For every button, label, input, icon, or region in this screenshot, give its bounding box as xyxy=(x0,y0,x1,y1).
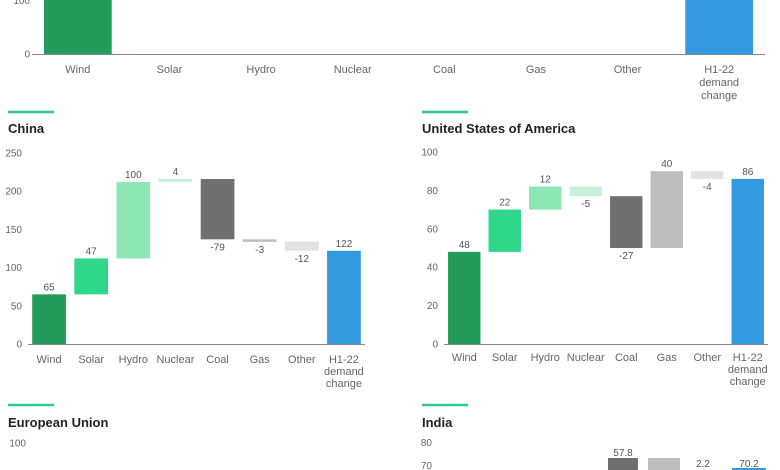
x-tick-label: change xyxy=(730,376,766,388)
bar-gas xyxy=(242,239,277,242)
bar-h1-22-demand-change xyxy=(327,250,361,344)
x-tick-label: H1-22 xyxy=(733,352,763,364)
y-tick-label: 50 xyxy=(11,301,23,312)
data-label-wind: 48 xyxy=(459,240,471,251)
data-label-nuclear: -5 xyxy=(581,199,590,210)
data-label: 70.2 xyxy=(739,459,759,470)
x-tick-label: Coal xyxy=(433,64,456,76)
data-label-hydro: 100 xyxy=(125,170,142,181)
y-tick-label: 80 xyxy=(421,438,433,449)
data-label-nuclear: 4 xyxy=(173,167,179,178)
x-tick-label: Solar xyxy=(78,354,104,366)
data-label-solar: 47 xyxy=(86,246,98,257)
data-label-h1-22-demand-change: 86 xyxy=(742,167,754,178)
x-tick-label: Nuclear xyxy=(334,64,372,76)
y-tick-label: 80 xyxy=(427,186,439,197)
x-tick-label: Gas xyxy=(657,352,678,364)
chart-title: European Union xyxy=(8,415,108,430)
data-label-gas: 40 xyxy=(661,159,673,170)
x-tick-label: Hydro xyxy=(531,352,560,364)
bar-h1-22-demand-change xyxy=(731,178,764,344)
y-tick-label: 200 xyxy=(5,187,22,198)
chart-china: China 0 50 100 150 200 250 65 Wind 47 Solar 100 Hydr… xyxy=(5,110,365,390)
bar-coal xyxy=(608,458,638,470)
data-label-solar: 22 xyxy=(499,198,511,209)
y-tick-label: 100 xyxy=(9,439,26,450)
data-label-hydro: 12 xyxy=(540,175,552,186)
data-label-wind: 65 xyxy=(44,282,56,293)
y-tick-label: 70 xyxy=(421,461,433,470)
x-tick-label: Wind xyxy=(452,352,477,364)
x-tick-label: Other xyxy=(614,64,642,76)
y-tick-label: 0 xyxy=(432,340,438,351)
x-tick-label: Wind xyxy=(65,64,90,76)
bar-h1-22-demand-change xyxy=(685,0,754,54)
chart-title: United States of America xyxy=(422,121,576,136)
x-tick-label: Gas xyxy=(250,354,271,366)
x-tick-label: H1-22 xyxy=(704,64,734,76)
x-tick-label: demand xyxy=(728,364,768,376)
x-tick-label: Nuclear xyxy=(156,354,194,366)
y-tick-label: 100 xyxy=(421,148,438,159)
x-tick-label: Gas xyxy=(526,64,547,76)
data-label: 57.8 xyxy=(613,448,633,459)
y-tick-label: 20 xyxy=(427,301,439,312)
x-tick-label: Solar xyxy=(157,64,183,76)
bar-h1-22-demand-change xyxy=(732,468,766,470)
x-tick-label: Nuclear xyxy=(567,352,605,364)
x-tick-label: change xyxy=(326,378,362,390)
chart-india: India 70 80 57.8 2.2 70.2 xyxy=(421,403,766,470)
chart-title: India xyxy=(422,415,453,430)
bar-hydro xyxy=(529,186,562,210)
bar-solar xyxy=(74,258,109,295)
x-tick-label: H1-22 xyxy=(329,354,359,366)
data-label-gas: -3 xyxy=(255,245,264,256)
y-tick-label: 150 xyxy=(5,225,22,236)
chart-top-cropped: 0 100 Wind Solar Hydro Nuclear Coal Gas Other H1-… xyxy=(13,0,765,102)
data-label-other: -4 xyxy=(703,182,712,193)
y-tick-label: 100 xyxy=(5,263,22,274)
x-tick-label: Other xyxy=(288,354,316,366)
bar-wind xyxy=(43,0,112,54)
y-tick-label: 40 xyxy=(427,263,439,274)
chart-european-union: European Union 100 xyxy=(8,403,108,450)
data-label-h1-22-demand-change: 122 xyxy=(336,239,353,250)
bar-gas xyxy=(648,458,680,470)
bar-nuclear xyxy=(569,186,602,197)
y-tick-label: 0 xyxy=(24,50,30,61)
x-tick-label: Coal xyxy=(615,352,638,364)
x-tick-label: Hydro xyxy=(246,64,275,76)
bar-coal xyxy=(200,178,235,240)
x-tick-label: Coal xyxy=(206,354,229,366)
x-tick-label: demand xyxy=(699,77,739,89)
bar-coal xyxy=(610,196,643,248)
bar-wind xyxy=(448,251,481,344)
x-tick-label: change xyxy=(701,90,737,102)
bar-hydro xyxy=(116,182,151,259)
x-tick-label: demand xyxy=(324,366,364,378)
y-tick-label: 250 xyxy=(5,149,22,160)
y-tick-label: 100 xyxy=(13,0,30,7)
data-label: 2.2 xyxy=(696,459,710,470)
bar-solar xyxy=(488,209,521,252)
data-label-coal: -79 xyxy=(210,242,225,253)
bar-gas xyxy=(650,171,683,248)
x-tick-label: Hydro xyxy=(119,354,148,366)
x-tick-label: Solar xyxy=(492,352,518,364)
data-label-coal: -27 xyxy=(619,251,634,262)
chart-title: China xyxy=(8,121,45,136)
y-tick-label: 60 xyxy=(427,224,439,235)
chart-united-states-of-america: United States of America 0 20 40 60 80 100 48 Wi… xyxy=(421,110,768,388)
x-tick-label: Other xyxy=(693,352,721,364)
bar-wind xyxy=(32,294,66,344)
data-label-other: -12 xyxy=(295,254,310,265)
bar-other xyxy=(284,241,319,251)
bar-other xyxy=(691,171,724,179)
x-tick-label: Wind xyxy=(37,354,62,366)
bar-nuclear xyxy=(158,178,193,183)
y-tick-label: 0 xyxy=(16,340,22,351)
